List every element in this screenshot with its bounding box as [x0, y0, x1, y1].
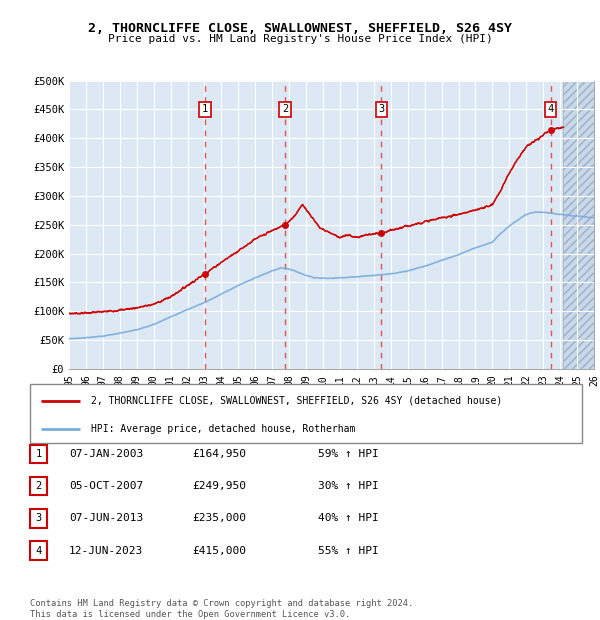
- Text: 4: 4: [548, 104, 554, 115]
- FancyBboxPatch shape: [30, 477, 47, 495]
- Text: 07-JUN-2013: 07-JUN-2013: [69, 513, 143, 523]
- Text: 40% ↑ HPI: 40% ↑ HPI: [318, 513, 379, 523]
- Text: £249,950: £249,950: [192, 481, 246, 491]
- Text: 2, THORNCLIFFE CLOSE, SWALLOWNEST, SHEFFIELD, S26 4SY: 2, THORNCLIFFE CLOSE, SWALLOWNEST, SHEFF…: [88, 22, 512, 35]
- Text: 05-OCT-2007: 05-OCT-2007: [69, 481, 143, 491]
- Text: 1: 1: [35, 449, 41, 459]
- Bar: [563, 81, 594, 369]
- Text: 3: 3: [35, 513, 41, 523]
- Text: Price paid vs. HM Land Registry's House Price Index (HPI): Price paid vs. HM Land Registry's House …: [107, 34, 493, 44]
- Text: 30% ↑ HPI: 30% ↑ HPI: [318, 481, 379, 491]
- Bar: [563, 81, 594, 369]
- Text: 3: 3: [378, 104, 385, 115]
- Text: 2, THORNCLIFFE CLOSE, SWALLOWNEST, SHEFFIELD, S26 4SY (detached house): 2, THORNCLIFFE CLOSE, SWALLOWNEST, SHEFF…: [91, 396, 502, 406]
- Text: HPI: Average price, detached house, Rotherham: HPI: Average price, detached house, Roth…: [91, 423, 355, 433]
- FancyBboxPatch shape: [30, 445, 47, 463]
- Text: 59% ↑ HPI: 59% ↑ HPI: [318, 449, 379, 459]
- FancyBboxPatch shape: [30, 509, 47, 528]
- Text: 55% ↑ HPI: 55% ↑ HPI: [318, 546, 379, 556]
- Text: £164,950: £164,950: [192, 449, 246, 459]
- Text: 1: 1: [202, 104, 208, 115]
- Text: 2: 2: [35, 481, 41, 491]
- Text: Contains HM Land Registry data © Crown copyright and database right 2024.
This d: Contains HM Land Registry data © Crown c…: [30, 600, 413, 619]
- FancyBboxPatch shape: [30, 541, 47, 560]
- Text: 12-JUN-2023: 12-JUN-2023: [69, 546, 143, 556]
- Text: £235,000: £235,000: [192, 513, 246, 523]
- Text: 07-JAN-2003: 07-JAN-2003: [69, 449, 143, 459]
- Text: £415,000: £415,000: [192, 546, 246, 556]
- Text: 2: 2: [282, 104, 288, 115]
- Text: 4: 4: [35, 546, 41, 556]
- FancyBboxPatch shape: [30, 384, 582, 443]
